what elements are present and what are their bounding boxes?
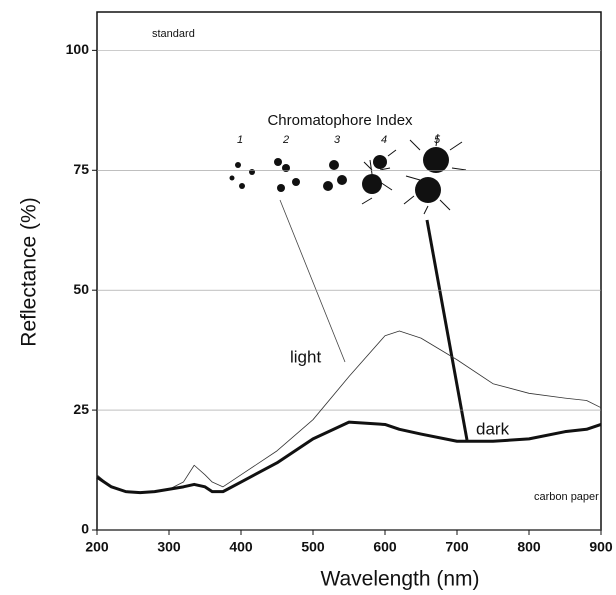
y-tick-label: 0 (81, 521, 89, 537)
x-tick-label: 300 (157, 539, 181, 555)
index-title: Chromatophore Index (267, 112, 413, 129)
series-line (96, 420, 602, 495)
y-tick-label: 100 (66, 41, 90, 57)
x-tick-label: 200 (85, 539, 109, 555)
index-label: 3 (334, 134, 341, 146)
x-axis-title: Wavelength (nm) (320, 568, 479, 591)
series-line (96, 330, 602, 493)
index-label: 1 (237, 134, 243, 146)
x-tick-label: 900 (589, 539, 613, 555)
chromatophore-drawings (229, 147, 449, 203)
standard-label: standard (152, 28, 195, 40)
series-label: dark (476, 419, 510, 438)
dark-leader (425, 219, 469, 441)
x-tick-label: 600 (373, 539, 397, 555)
y-tick-label: 75 (73, 161, 89, 177)
y-axis-title: Reflectance (%) (18, 197, 41, 346)
x-tick-label: 700 (445, 539, 469, 555)
index-label: 5 (434, 134, 441, 146)
y-tick-label: 25 (73, 401, 89, 417)
plot-frame (96, 11, 602, 531)
x-tick-label: 400 (229, 539, 253, 555)
x-tick-label: 800 (517, 539, 541, 555)
carbon-paper-label: carbon paper (534, 491, 599, 503)
index-label: 2 (282, 134, 289, 146)
y-tick-label: 50 (73, 281, 89, 297)
x-tick-label: 500 (301, 539, 325, 555)
series-label: light (290, 347, 321, 366)
chromatophore-branches (361, 133, 467, 215)
light-leader (279, 199, 346, 363)
index-label: 4 (381, 134, 387, 146)
